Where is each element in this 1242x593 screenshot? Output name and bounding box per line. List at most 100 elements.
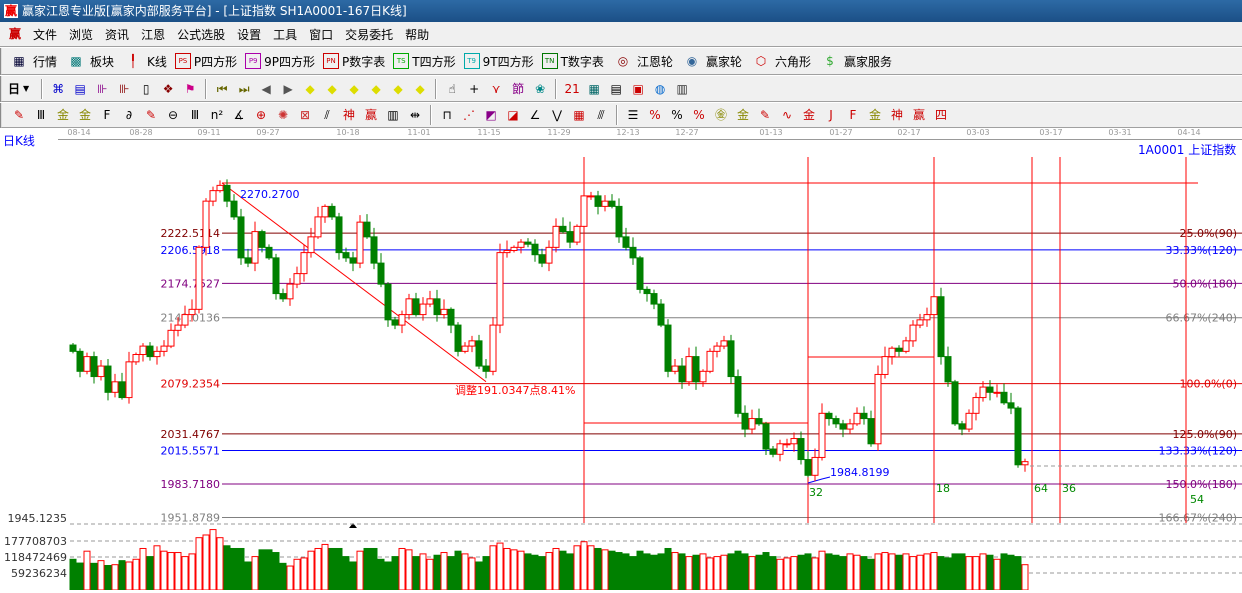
menu-8[interactable]: 交易委托 xyxy=(345,27,394,42)
menu-logo[interactable]: 赢 xyxy=(9,27,22,41)
menu-7[interactable]: 窗口 xyxy=(309,27,334,42)
angle-icon[interactable]: ∡ xyxy=(233,108,245,122)
toolbar-p9-button[interactable]: P9 9P四方形 xyxy=(245,53,315,70)
gold-lines-icon[interactable]: 金 xyxy=(736,108,749,122)
crosshair-icon[interactable]: + xyxy=(469,81,480,96)
chart-mode-icon[interactable]: ⌘ xyxy=(52,81,65,96)
percent-icon[interactable]: % xyxy=(671,108,683,122)
toolbar-tn-button[interactable]: TN T数字表 xyxy=(541,53,604,70)
toolbar-sector-blocks-button[interactable]: ▩ 板块 xyxy=(65,52,114,70)
move-right-icon[interactable]: ◆ xyxy=(327,81,337,96)
percent-slash-icon[interactable]: % xyxy=(649,108,661,122)
square-fan2-icon[interactable]: ◪ xyxy=(507,108,519,122)
j-angle-icon[interactable]: J xyxy=(829,108,833,122)
four-angle-icon[interactable]: 四 xyxy=(934,108,947,122)
toolbar-ts-button[interactable]: TS T四方形 xyxy=(393,53,456,70)
lines-icon[interactable]: Ⅲ xyxy=(36,108,46,122)
candle-up xyxy=(209,190,217,202)
zoom-in-icon[interactable]: ◆ xyxy=(371,81,381,96)
n2-icon[interactable]: n² xyxy=(210,108,224,122)
toolbar-ps-button[interactable]: PS P四方形 xyxy=(174,53,237,70)
gold-red-icon[interactable]: 金 xyxy=(802,108,815,122)
god-angle-icon[interactable]: 神 xyxy=(890,108,903,122)
toolbar-big-wheel-button[interactable]: ◉ 赢家轮 xyxy=(681,52,742,70)
notes-icon[interactable]: ▤ xyxy=(74,81,86,96)
toolbar-grid-table-button[interactable]: ▦ 行情 xyxy=(8,52,57,70)
target-icon[interactable]: ⊕ xyxy=(255,108,267,122)
candle-type-icon[interactable]: ▯ xyxy=(142,81,150,96)
gold-circle-icon[interactable]: ㊎ xyxy=(714,108,727,122)
menu-0[interactable]: 文件 xyxy=(33,27,58,42)
zoom-h-icon[interactable]: ◆ xyxy=(349,81,359,96)
menu-5[interactable]: 设置 xyxy=(237,27,262,42)
volume-bar xyxy=(636,550,644,591)
bars-9-icon[interactable]: ⊪ xyxy=(118,81,130,96)
box-line-icon[interactable]: ⊓ xyxy=(442,108,452,122)
slash-icon[interactable]: ⫽ xyxy=(324,108,330,122)
lines2-icon[interactable]: Ⅲ xyxy=(190,108,200,122)
menu-6[interactable]: 工具 xyxy=(273,27,298,42)
web-icon[interactable]: ✺ xyxy=(277,108,289,122)
wave-icon[interactable]: ∿ xyxy=(781,108,793,122)
ruler-icon[interactable]: ▥ xyxy=(387,108,399,122)
move-left-icon[interactable]: ◆ xyxy=(305,81,315,96)
first-icon[interactable]: ⏮ xyxy=(216,81,228,96)
grid-icon[interactable]: ▦ xyxy=(573,108,585,122)
win-angle-icon[interactable]: 赢 xyxy=(912,108,925,122)
menu-3[interactable]: 江恩 xyxy=(141,27,166,42)
menu-2[interactable]: 资讯 xyxy=(105,27,130,42)
pattern-icon[interactable]: ❖ xyxy=(162,81,174,96)
hand-icon[interactable]: ☝ xyxy=(448,81,456,96)
pattern2-icon[interactable]: ❀ xyxy=(535,81,546,96)
menu-4[interactable]: 公式选股 xyxy=(177,27,226,42)
f-angle-icon[interactable]: F xyxy=(849,108,857,122)
calendar-icon[interactable]: 21 xyxy=(564,81,580,96)
report-icon[interactable]: ▤ xyxy=(610,81,622,96)
last-icon[interactable]: ⏭ xyxy=(238,81,250,96)
god-icon[interactable]: 神 xyxy=(342,108,355,122)
zoom-out-icon[interactable]: ◆ xyxy=(393,81,403,96)
toolbar-t9-button[interactable]: T9 9T四方形 xyxy=(463,53,534,70)
spiral-icon[interactable]: ∂ xyxy=(125,108,133,122)
f-icon[interactable]: F xyxy=(103,108,111,122)
square-fan-icon[interactable]: ◩ xyxy=(485,108,497,122)
pen2-icon[interactable]: ✎ xyxy=(145,108,157,122)
save-icon[interactable]: ▣ xyxy=(632,81,644,96)
calculator-icon[interactable]: ▦ xyxy=(588,81,600,96)
period-dropdown[interactable]: 日 ▼ xyxy=(8,82,30,96)
toolbar-dollar-button[interactable]: $ 赢家服务 xyxy=(819,52,892,70)
toolbar-pn-button[interactable]: PN P数字表 xyxy=(323,53,385,70)
zigzag-icon[interactable]: ⋁ xyxy=(552,108,562,122)
festival-icon[interactable]: 節 xyxy=(512,81,525,96)
toolbar-gann-wheel-button[interactable]: ◎ 江恩轮 xyxy=(612,52,673,70)
fan-icon[interactable]: ⋰ xyxy=(463,108,475,122)
volume-bar xyxy=(706,557,714,591)
zoom-v-icon[interactable]: ◆ xyxy=(415,81,425,96)
list-icon[interactable]: ☰ xyxy=(627,108,639,122)
win-icon[interactable]: 赢 xyxy=(364,108,377,122)
angle2-icon[interactable]: ∠ xyxy=(529,108,541,122)
toolbar-hexagon-button[interactable]: ⬡ 六角形 xyxy=(750,52,811,70)
network-icon[interactable]: ◍ xyxy=(654,81,666,96)
draw-line-icon[interactable]: ⋎ xyxy=(491,81,501,96)
prev-icon[interactable]: ◀ xyxy=(261,81,271,96)
chart-canvas[interactable]: 2222.5114 25.0%(90) 2206.5918 33.33%(120) 21… xyxy=(0,140,1242,591)
pen-icon[interactable]: ✎ xyxy=(13,108,25,122)
percent-lines-icon[interactable]: % xyxy=(693,108,705,122)
gold-icon[interactable]: 金 xyxy=(56,108,69,122)
menu-9[interactable]: 帮助 xyxy=(405,27,430,42)
print-icon[interactable]: ▥ xyxy=(676,81,688,96)
measure-icon[interactable]: ⇹ xyxy=(409,108,421,122)
bars-3-icon[interactable]: ⊪ xyxy=(96,81,108,96)
circle-icon[interactable]: ⊖ xyxy=(167,108,179,122)
menu-1[interactable]: 浏览 xyxy=(69,27,94,42)
box-icon[interactable]: ⊠ xyxy=(299,108,311,122)
kline-chart[interactable]: 2222.5114 25.0%(90) 2206.5918 33.33%(120) 21… xyxy=(0,134,1242,591)
gold-angle-icon[interactable]: 金 xyxy=(868,108,881,122)
parallel-icon[interactable]: ⫻ xyxy=(597,108,605,122)
next-icon[interactable]: ▶ xyxy=(283,81,293,96)
flag-icon[interactable]: ⚑ xyxy=(184,81,196,96)
toolbar-candlestick-button[interactable]: ╿ K线 xyxy=(122,52,167,70)
pen-lines-icon[interactable]: ✎ xyxy=(759,108,771,122)
gold2-icon[interactable]: 金 xyxy=(78,108,91,122)
